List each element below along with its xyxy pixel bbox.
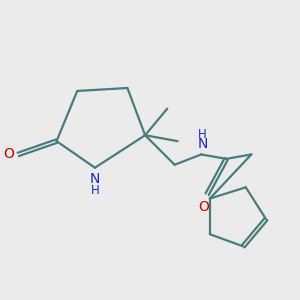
- Text: O: O: [3, 147, 14, 161]
- Text: O: O: [199, 200, 210, 214]
- Text: N: N: [90, 172, 100, 186]
- Text: H: H: [198, 128, 207, 141]
- Text: N: N: [197, 137, 208, 151]
- Text: H: H: [91, 184, 99, 197]
